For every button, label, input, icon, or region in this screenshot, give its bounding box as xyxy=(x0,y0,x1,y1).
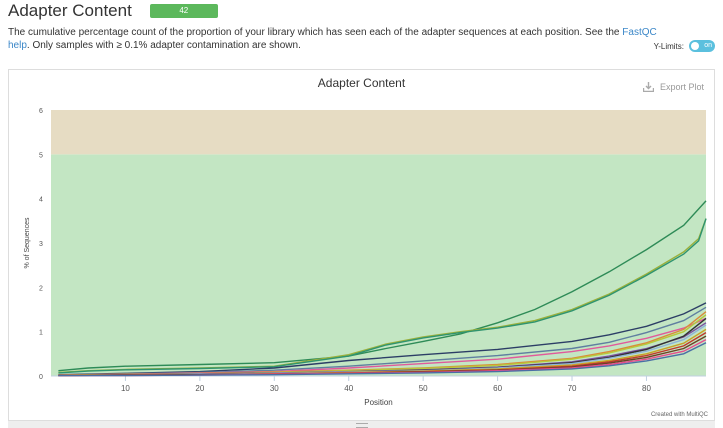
y-tick-label: 2 xyxy=(39,285,43,292)
plot-resize-handle[interactable] xyxy=(8,420,715,428)
export-plot-button[interactable]: Export Plot xyxy=(642,82,704,92)
toggle-label: on xyxy=(704,42,712,49)
x-tick-label: 70 xyxy=(568,384,577,393)
toggle-knob xyxy=(691,42,699,50)
series-line-16 xyxy=(58,342,707,377)
ylimits-label: Y-Limits: xyxy=(653,41,684,51)
series-line-3 xyxy=(58,218,707,374)
x-tick-label: 80 xyxy=(642,384,651,393)
x-tick-label: 10 xyxy=(121,384,130,393)
series-line-4 xyxy=(58,302,707,376)
description-text-end: . Only samples with ≥ 0.1% adapter conta… xyxy=(26,40,301,51)
series-line-1 xyxy=(58,200,707,372)
resize-grip-icon xyxy=(356,423,368,428)
x-tick-label: 60 xyxy=(493,384,502,393)
download-icon xyxy=(642,82,654,92)
chart-title: Adapter Content xyxy=(317,76,406,90)
x-tick-label: 40 xyxy=(344,384,353,393)
y-tick-label: 5 xyxy=(39,152,43,159)
chart-container: Adapter Content Export Plot 0 1 2 3 4 5 6 10 20 3… xyxy=(8,69,715,422)
plot-band-1 xyxy=(51,110,706,155)
plot-band-0 xyxy=(51,154,706,376)
adapter-content-plot[interactable]: 0 1 2 3 4 5 6 10 20 30 40 50 60 70 80 Position % of Sequ… xyxy=(9,70,714,421)
ylimits-control: Y-Limits: on xyxy=(654,40,715,52)
y-tick-label: 1 xyxy=(39,330,43,337)
y-axis-title: % of Sequences xyxy=(24,217,31,268)
ylimits-toggle[interactable]: on xyxy=(689,40,715,52)
y-tick-label: 0 xyxy=(39,374,43,381)
x-tick-label: 50 xyxy=(419,384,428,393)
x-tick-label: 20 xyxy=(195,384,204,393)
export-plot-label: Export Plot xyxy=(659,82,704,92)
multiqc-credit: Created with MultiQC xyxy=(650,412,708,418)
sample-count-badge[interactable]: 42 xyxy=(149,4,218,18)
description-text: The cumulative percentage count of the p… xyxy=(8,27,623,38)
x-tick-label: 30 xyxy=(270,384,279,393)
page-title: Adapter Content xyxy=(8,1,132,20)
help-link[interactable]: help xyxy=(8,40,27,51)
x-axis-title: Position xyxy=(364,398,392,407)
fastqc-link[interactable]: FastQC xyxy=(622,27,657,38)
y-tick-label: 3 xyxy=(39,241,43,248)
y-tick-label: 4 xyxy=(39,197,43,204)
y-tick-label: 6 xyxy=(39,108,43,115)
section-description: The cumulative percentage count of the p… xyxy=(8,26,698,52)
title-row: Adapter Content 42 xyxy=(8,0,218,22)
